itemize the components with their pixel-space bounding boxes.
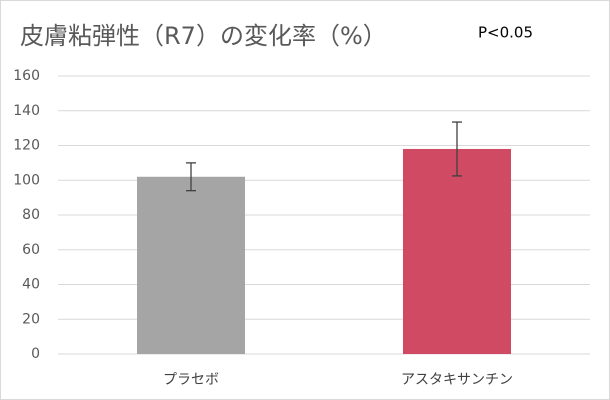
y-tick-label: 60 — [22, 242, 40, 258]
chart-title: 皮膚粘弾性（R7）の変化率（%） — [20, 22, 387, 50]
y-tick-label: 140 — [13, 103, 40, 119]
annotation: P<0.05 — [478, 24, 533, 42]
y-tick-label: 80 — [22, 207, 40, 223]
y-tick-label: 40 — [22, 277, 40, 293]
bar — [137, 176, 245, 354]
y-tick-label: 100 — [13, 172, 40, 188]
x-tick-label: アスタキサンチン — [401, 372, 513, 388]
bar — [403, 148, 511, 354]
y-tick-label: 0 — [31, 346, 40, 362]
x-tick-label: プラセボ — [163, 372, 219, 388]
y-tick-label: 160 — [13, 68, 40, 84]
y-tick-label: 20 — [22, 311, 40, 327]
y-tick-label: 120 — [13, 138, 40, 154]
